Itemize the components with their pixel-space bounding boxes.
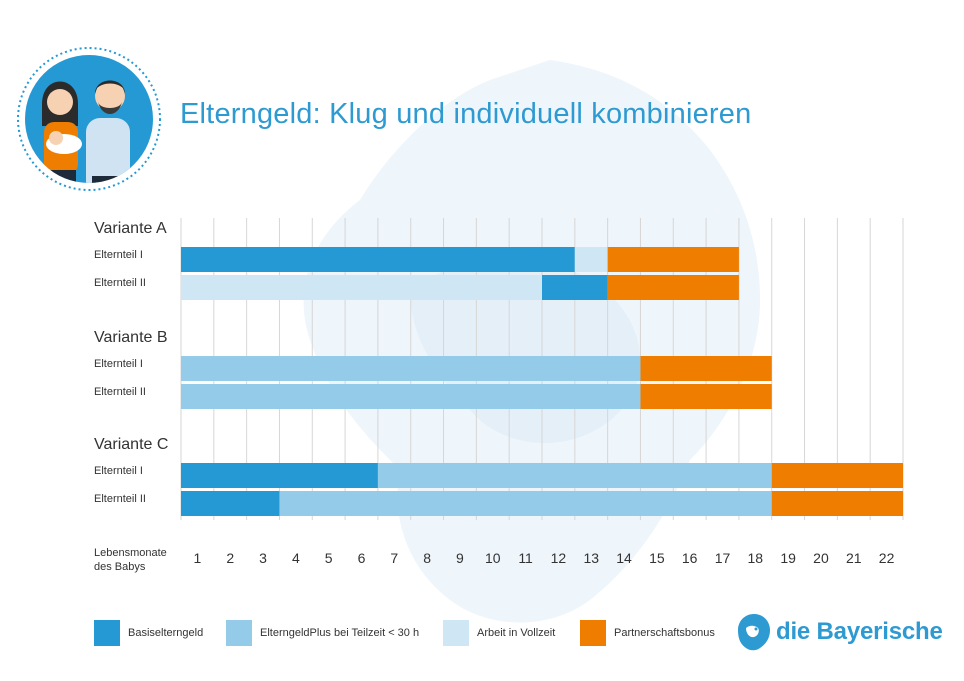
legend-swatch-arbeit <box>443 620 469 646</box>
legend-item-bonus: Partnerschaftsbonus <box>580 620 715 646</box>
bar-segment-bonus <box>640 384 772 409</box>
bar-segment-bonus <box>640 356 772 381</box>
x-axis-label: des Babys <box>94 561 146 573</box>
bar-segment-bonus <box>607 247 739 272</box>
x-tick-label: 4 <box>292 550 300 566</box>
x-tick-label: 13 <box>583 550 599 566</box>
x-tick-label: 8 <box>423 550 431 566</box>
bar-segment-plus <box>181 356 641 381</box>
bar-segment-basis <box>181 247 575 272</box>
lion-logo-icon <box>738 614 770 651</box>
bar-segment-basis <box>181 463 378 488</box>
x-tick-label: 20 <box>813 550 829 566</box>
bar-segment-arbeit <box>181 275 542 300</box>
legend-label-arbeit: Arbeit in Vollzeit <box>477 627 556 639</box>
row-label: Elternteil II <box>94 493 146 505</box>
bar-segment-basis <box>542 275 608 300</box>
bar-segment-bonus <box>771 463 903 488</box>
bar-segment-bonus <box>607 275 739 300</box>
legend-swatch-plus <box>226 620 252 646</box>
row-label: Elternteil I <box>94 249 143 261</box>
brand-name: die Bayerische <box>776 618 943 645</box>
legend-label-plus: ElterngeldPlus bei Teilzeit < 30 h <box>260 627 420 639</box>
x-tick-label: 5 <box>325 550 333 566</box>
row-label: Elternteil I <box>94 465 143 477</box>
legend-swatch-basis <box>94 620 120 646</box>
x-tick-label: 14 <box>616 550 632 566</box>
legend-label-bonus: Partnerschaftsbonus <box>614 627 715 639</box>
page-title: Elterngeld: Klug und individuell kombini… <box>180 98 752 130</box>
x-tick-label: 9 <box>456 550 464 566</box>
x-tick-label: 1 <box>194 550 202 566</box>
group-title: Variante B <box>94 329 168 346</box>
bar-segment-plus <box>181 384 641 409</box>
legend-item-basis: Basiselterngeld <box>94 620 203 646</box>
row-label: Elternteil II <box>94 386 146 398</box>
bar-segment-plus <box>377 463 772 488</box>
x-tick-label: 15 <box>649 550 665 566</box>
bar-segment-basis <box>181 491 280 516</box>
group-title: Variante C <box>94 436 168 453</box>
bar-segment-arbeit <box>574 247 608 272</box>
legend-label-basis: Basiselterngeld <box>128 627 204 639</box>
legend-item-plus: ElterngeldPlus bei Teilzeit < 30 h <box>226 620 419 646</box>
family-avatar <box>17 47 161 191</box>
x-tick-label: 22 <box>879 550 895 566</box>
x-tick-label: 17 <box>715 550 731 566</box>
legend-item-arbeit: Arbeit in Vollzeit <box>443 620 555 646</box>
x-tick-label: 19 <box>780 550 796 566</box>
x-tick-label: 2 <box>226 550 234 566</box>
x-tick-label: 21 <box>846 550 862 566</box>
x-tick-label: 10 <box>485 550 501 566</box>
row-label: Elternteil I <box>94 358 143 370</box>
x-tick-label: 6 <box>358 550 366 566</box>
x-tick-label: 11 <box>518 550 533 566</box>
x-tick-label: 3 <box>259 550 267 566</box>
legend-swatch-bonus <box>580 620 606 646</box>
x-tick-label: 18 <box>748 550 764 566</box>
x-tick-label: 16 <box>682 550 698 566</box>
row-label: Elternteil II <box>94 277 146 289</box>
x-tick-label: 7 <box>390 550 398 566</box>
bar-segment-plus <box>279 491 772 516</box>
bar-segment-bonus <box>771 491 903 516</box>
x-axis-label: Lebensmonate <box>94 547 167 559</box>
group-title: Variante A <box>94 220 167 237</box>
elterngeld-chart: Variante A Elternteil I Elternteil II Varia… <box>94 218 904 573</box>
brand-logo: die Bayerische <box>736 612 943 652</box>
x-tick-label: 12 <box>551 550 567 566</box>
